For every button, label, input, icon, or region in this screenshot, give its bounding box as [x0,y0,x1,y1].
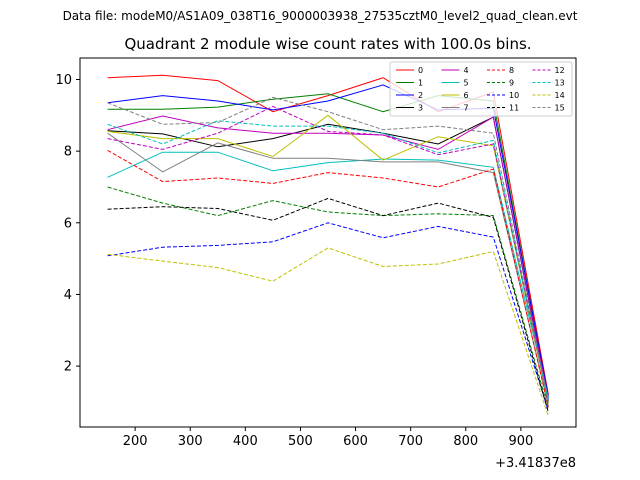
series-line-14 [107,247,549,417]
y-tick-label: 4 [64,288,72,303]
y-tick-label: 8 [64,145,72,160]
legend-label-12: 12 [555,66,565,75]
series-line-11 [107,197,549,413]
x-tick-label: 800 [453,434,478,449]
series-line-8 [107,149,549,408]
legend-label-9: 9 [509,79,514,88]
x-tick-label: 900 [508,434,533,449]
legend-label-10: 10 [509,91,519,100]
series-line-5 [107,151,549,399]
legend-label-15: 15 [555,104,565,113]
legend-label-14: 14 [555,91,565,100]
series-line-13 [107,120,549,403]
chart-title: Quadrant 2 module wise count rates with … [124,35,531,53]
legend-label-2: 2 [418,91,423,100]
legend-label-6: 6 [464,91,469,100]
legend-label-5: 5 [464,79,469,88]
legend-label-0: 0 [418,66,423,75]
legend-label-3: 3 [418,104,423,113]
y-tick-label: 6 [64,216,72,231]
series-layer [107,74,549,417]
x-tick-label: 300 [178,434,203,449]
x-tick-label: 700 [398,434,423,449]
y-tick-label: 2 [64,360,72,375]
x-tick-label: 200 [123,434,148,449]
series-line-4 [107,115,549,401]
series-line-15 [107,96,549,403]
y-tick-label: 10 [55,73,72,88]
x-tick-label: 500 [288,434,313,449]
series-line-10 [107,222,549,412]
legend-label-7: 7 [464,104,469,113]
legend-label-1: 1 [418,79,423,88]
series-line-12 [107,105,549,403]
series-line-9 [107,186,549,410]
series-line-6 [107,114,549,404]
figure-suptitle: Data file: modeM0/AS1A09_038T16_90000039… [63,9,578,23]
x-tick-label: 400 [233,434,258,449]
legend-label-4: 4 [464,66,469,75]
legend-label-13: 13 [555,79,565,88]
axes-frame [79,57,577,428]
legend-label-11: 11 [509,104,519,113]
x-tick-label: 600 [343,434,368,449]
legend-label-8: 8 [509,66,514,75]
series-line-7 [107,132,549,406]
legend-box [389,61,573,117]
x-offset-label: +3.41837e8 [495,456,576,471]
